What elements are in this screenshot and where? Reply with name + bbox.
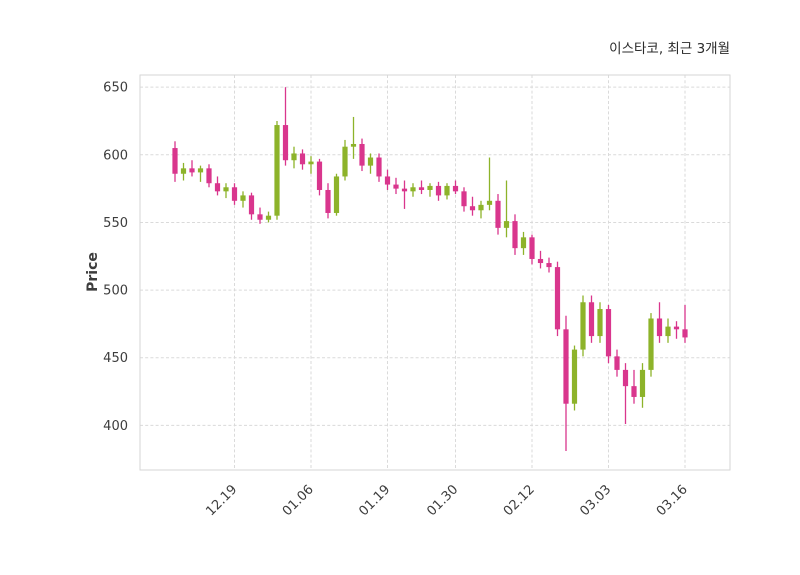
candle-body <box>223 187 229 192</box>
candle-body <box>529 237 535 259</box>
candle-body <box>282 125 289 161</box>
candle-body <box>597 309 603 337</box>
candle-body <box>376 157 382 177</box>
y-tick-label: 650 <box>103 81 128 96</box>
plot-border <box>139 74 731 471</box>
candle-body <box>495 200 501 228</box>
y-tick-label: 550 <box>103 216 128 231</box>
candle-body <box>418 187 425 190</box>
candle-body <box>520 237 527 249</box>
candle-body <box>401 188 408 192</box>
candle-body <box>478 204 484 211</box>
candle-body <box>452 185 459 192</box>
axis-layer: 400 450 500 550 600 650 12.19 01.06 01.19 01.30 02… <box>103 81 691 519</box>
y-tick-label: 500 <box>103 284 128 299</box>
candle-body <box>189 168 195 173</box>
candle-body <box>435 185 442 196</box>
candle-body <box>240 195 246 201</box>
x-tick-label: 02.12 <box>501 482 538 519</box>
candle-body <box>554 267 561 330</box>
candle-body <box>631 386 637 397</box>
candle-body <box>248 195 255 215</box>
candle-body <box>172 148 178 174</box>
candle-body <box>427 185 433 190</box>
x-tick-label: 01.19 <box>356 482 393 519</box>
candle-body <box>444 185 450 196</box>
candle-body <box>308 161 314 165</box>
candle-body <box>367 157 374 166</box>
candle-body <box>614 356 620 370</box>
candle-body <box>682 329 688 338</box>
candle-body <box>580 302 586 350</box>
candle-body <box>537 258 544 264</box>
candle-body <box>393 184 399 189</box>
candle-body <box>206 168 212 184</box>
y-axis-title: Price <box>85 252 101 292</box>
candle-body <box>350 143 357 147</box>
candle-body <box>410 187 416 192</box>
y-tick-label: 600 <box>103 148 128 163</box>
candle-body <box>656 318 663 337</box>
candle-body <box>299 153 306 165</box>
candle-body <box>639 369 646 397</box>
candle-body <box>469 206 476 211</box>
candle-body <box>231 187 238 201</box>
candle-body <box>333 176 340 213</box>
x-tick-label: 03.16 <box>654 482 691 519</box>
candle-body <box>274 125 280 216</box>
chart-title: 이스타코, 최근 3개월 <box>609 41 730 57</box>
candle-body <box>265 215 272 220</box>
candle-body <box>342 146 348 177</box>
candle-body <box>665 326 671 337</box>
candle-body <box>563 329 569 404</box>
candle-body <box>384 176 391 185</box>
candle-body <box>503 221 510 228</box>
candle-body <box>546 263 552 268</box>
candle-body <box>486 200 493 205</box>
candle-body <box>673 326 680 330</box>
candle-body <box>622 369 629 387</box>
candle-body <box>257 214 263 220</box>
candle-body <box>461 191 467 207</box>
candle-body <box>180 168 187 174</box>
y-tick-label: 400 <box>103 419 128 434</box>
candle-body <box>605 309 612 357</box>
candle-body <box>588 302 595 337</box>
candle-body <box>214 183 221 192</box>
candle-body <box>316 161 323 190</box>
candle-body <box>359 143 365 166</box>
candle-layer <box>172 87 688 452</box>
y-tick-label: 450 <box>103 351 128 366</box>
x-tick-label: 01.30 <box>424 482 461 519</box>
x-tick-label: 12.19 <box>203 482 240 519</box>
x-tick-label: 01.06 <box>280 482 317 519</box>
candle-body <box>571 349 578 404</box>
candle-body <box>512 221 518 249</box>
candle-body <box>648 318 654 370</box>
candle-body <box>291 153 297 161</box>
candle-body <box>325 189 331 213</box>
grid-layer <box>139 74 731 471</box>
x-tick-label: 03.03 <box>577 482 614 519</box>
candle-body <box>197 168 204 173</box>
